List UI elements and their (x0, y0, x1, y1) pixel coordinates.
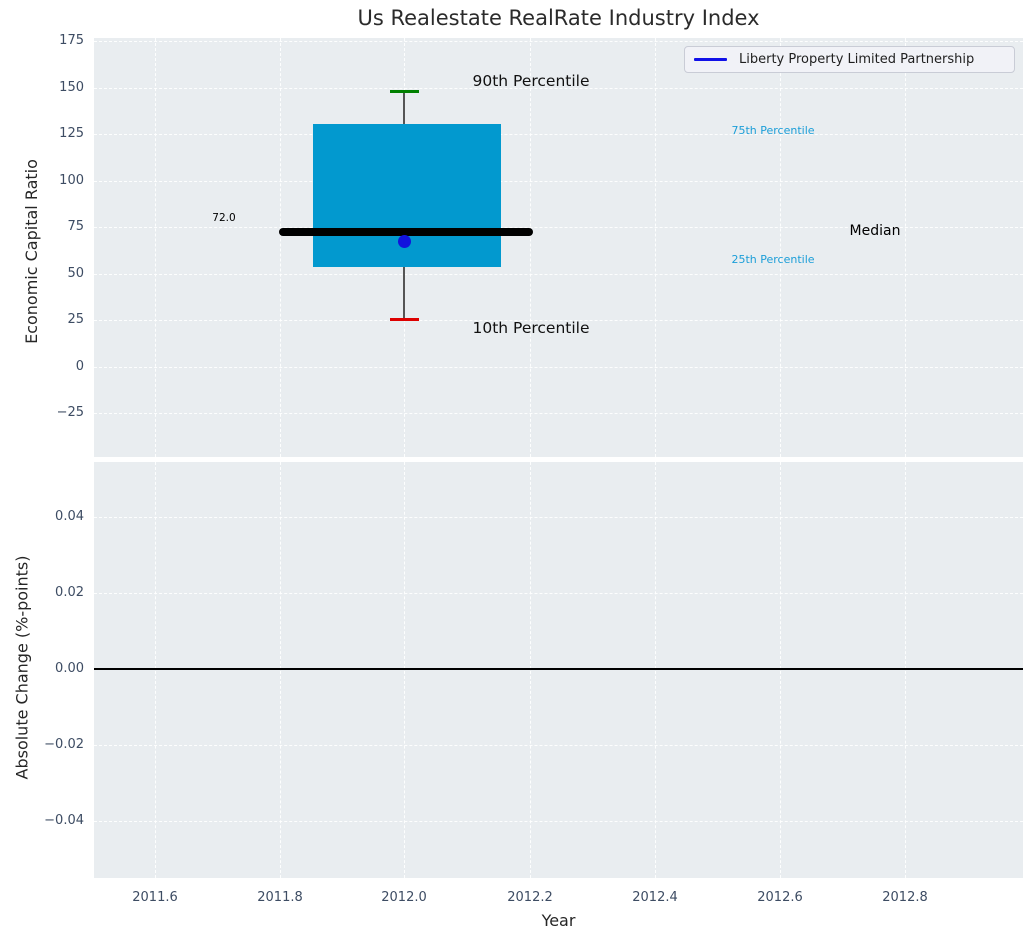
gridline (780, 38, 781, 457)
legend-line-icon (694, 58, 727, 61)
zero-reference-line (94, 668, 1023, 670)
gridline (155, 462, 156, 878)
median-annotation: Median (849, 223, 901, 239)
ytick-label: 100 (59, 173, 84, 188)
bottom-y-axis-label: Absolute Change (%-points) (12, 555, 32, 780)
gridline (905, 462, 906, 878)
gridline (94, 593, 1023, 594)
gridline (655, 462, 656, 878)
xtick-label: 2012.8 (882, 890, 928, 905)
ytick-label: −25 (56, 405, 84, 420)
gridline (94, 413, 1023, 414)
xtick-label: 2012.6 (757, 890, 803, 905)
bottom-plot-area (94, 462, 1023, 878)
p10-annotation: 10th Percentile (472, 319, 590, 337)
top-y-axis-label: Economic Capital Ratio (22, 159, 41, 344)
p10-whisker-cap (390, 318, 419, 321)
gridline (94, 517, 1023, 518)
gridline (94, 320, 1023, 321)
gridline (94, 367, 1023, 368)
ytick-label: 0.02 (55, 585, 84, 600)
x-axis-label: Year (541, 911, 576, 930)
gridline (94, 745, 1023, 746)
ytick-label: 150 (59, 80, 84, 95)
xtick-label: 2012.2 (507, 890, 553, 905)
gridline (404, 462, 405, 878)
ytick-label: 0.00 (55, 661, 84, 676)
median-line (279, 228, 533, 236)
ytick-label: 75 (67, 219, 84, 234)
xtick-label: 2011.6 (132, 890, 178, 905)
gridline (94, 274, 1023, 275)
ytick-label: −0.02 (44, 737, 84, 752)
ytick-label: 25 (67, 312, 84, 327)
p90-whisker-cap (390, 90, 419, 93)
ytick-label: 175 (59, 33, 84, 48)
legend-label: Liberty Property Limited Partnership (739, 52, 975, 67)
gridline (94, 134, 1023, 135)
ytick-label: 50 (67, 266, 84, 281)
ytick-label: 0.04 (55, 509, 84, 524)
gridline (530, 462, 531, 878)
gridline (780, 462, 781, 878)
gridline (155, 38, 156, 457)
p75-annotation: 75th Percentile (731, 124, 815, 137)
company-data-point (398, 235, 411, 248)
gridline (94, 41, 1023, 42)
ytick-label: −0.04 (44, 813, 84, 828)
xtick-label: 2012.4 (632, 890, 678, 905)
ytick-label: 125 (59, 126, 84, 141)
chart-title: Us Realestate RealRate Industry Index (357, 6, 760, 30)
gridline (655, 38, 656, 457)
median-value-annotation: 72.0 (212, 212, 236, 224)
gridline (94, 88, 1023, 89)
gridline (280, 462, 281, 878)
gridline (280, 38, 281, 457)
legend: Liberty Property Limited Partnership (684, 46, 1015, 73)
p25-annotation: 25th Percentile (731, 253, 815, 266)
gridline (94, 821, 1023, 822)
gridline (94, 227, 1023, 228)
ytick-label: 0 (75, 359, 84, 374)
p90-annotation: 90th Percentile (472, 72, 590, 90)
gridline (530, 38, 531, 457)
xtick-label: 2012.0 (381, 890, 427, 905)
gridline (94, 181, 1023, 182)
top-plot-area: 90th Percentile 75th Percentile Median 7… (94, 38, 1023, 457)
xtick-label: 2011.8 (257, 890, 303, 905)
gridline (905, 38, 906, 457)
